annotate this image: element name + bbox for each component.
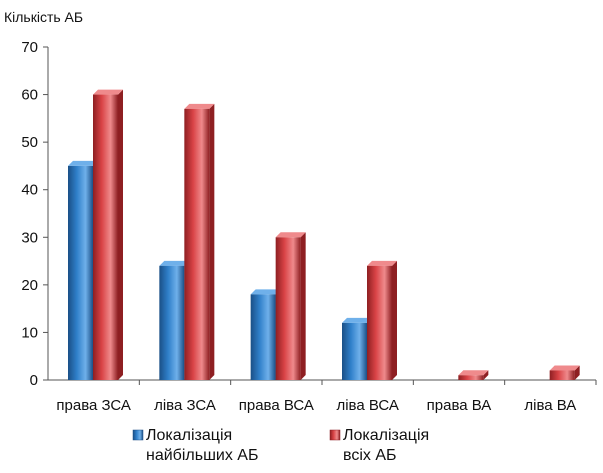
bar-top [458, 370, 489, 376]
bar-front [549, 370, 575, 380]
legend-label: Локалізація [146, 427, 232, 444]
x-tick-label: права ВА [427, 397, 492, 414]
bar-front [250, 294, 276, 380]
bar-all [549, 365, 580, 380]
bar-top [159, 260, 190, 266]
axes: 0 10 20 30 40 50 60 70 права ЗСА ліва ЗСА права ВС… [21, 39, 597, 414]
y-tick-label: 70 [21, 39, 38, 56]
bar-top [93, 89, 123, 95]
legend-label: всіх АБ [343, 447, 397, 464]
bar-front [458, 375, 484, 380]
x-tick-label: права ЗСА [56, 397, 131, 414]
bar-top [342, 317, 372, 323]
bar-all [367, 260, 397, 380]
bars [68, 89, 580, 381]
bar-front [367, 265, 392, 380]
y-tick-label: 40 [21, 182, 38, 199]
x-tick-label: ліва ЗСА [154, 397, 216, 414]
legend: Локалізація найбільших АБ Локалізація всіх … [132, 427, 429, 464]
y-tick-label: 20 [21, 277, 38, 294]
bar-all [184, 103, 215, 380]
bar-side [392, 260, 397, 380]
y-tick-label: 50 [21, 134, 38, 151]
legend-swatch [132, 429, 144, 441]
legend-label: Локалізація [343, 427, 429, 444]
bar-front [275, 237, 301, 380]
bar-front [184, 108, 210, 380]
bar-all [275, 232, 306, 380]
bar-front [159, 265, 185, 380]
bar-front [93, 94, 118, 381]
x-tick-label: ліва ВСА [336, 397, 398, 414]
bar-front [342, 322, 367, 380]
legend-item: Локалізація найбільших АБ [132, 427, 258, 464]
bar-side [209, 103, 215, 380]
bar-side [483, 370, 489, 380]
bar-top [367, 260, 397, 266]
y-axis-title: Кількість АБ [4, 9, 83, 25]
legend-label: найбільших АБ [146, 447, 258, 464]
bar-top [184, 103, 215, 109]
bar-side [574, 365, 580, 380]
bar-all [93, 89, 123, 381]
y-tick-label: 10 [21, 324, 38, 341]
bar-top [68, 160, 98, 166]
bar-top [549, 365, 580, 371]
legend-swatch [329, 429, 341, 441]
bar-front [68, 165, 93, 380]
x-tick-label: ліва ВА [524, 397, 576, 414]
bar-top [250, 289, 281, 295]
y-tick-label: 0 [30, 372, 38, 389]
x-tick-label: права ВСА [239, 397, 314, 414]
y-tick-label: 60 [21, 87, 38, 104]
y-tick-label: 30 [21, 229, 38, 246]
bar-all [458, 370, 489, 380]
bar-top [275, 232, 306, 238]
bar-side [118, 89, 123, 381]
legend-item: Локалізація всіх АБ [329, 427, 429, 464]
bar-side [300, 232, 306, 380]
